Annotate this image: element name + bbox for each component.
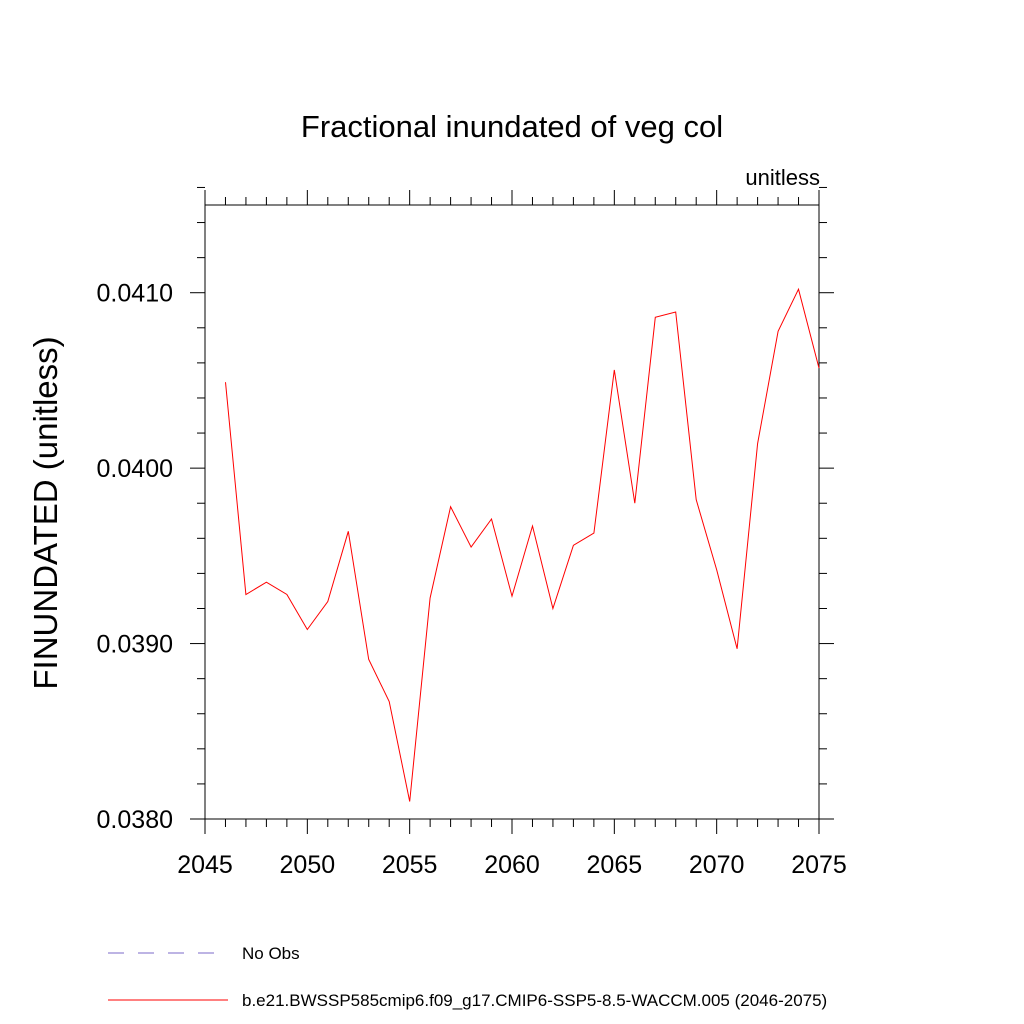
y-tick-label: 0.0390 [97, 631, 173, 659]
series-line [225, 287, 820, 802]
legend: No Obs b.e21.BWSSP585cmip6.f09_g17.CMIP6… [108, 944, 827, 1010]
x-tick-label: 2055 [382, 851, 438, 879]
legend-label-model: b.e21.BWSSP585cmip6.f09_g17.CMIP6-SSP5-8… [242, 991, 827, 1010]
plot-frame [204, 204, 820, 820]
x-tick-label: 2045 [177, 851, 233, 879]
x-tick-label: 2075 [791, 851, 847, 879]
y-tick-label: 0.0380 [97, 806, 173, 834]
chart-title: Fractional inundated of veg col [301, 109, 723, 144]
y-tick-label: 0.0410 [97, 280, 173, 308]
x-tick-label: 2060 [484, 851, 540, 879]
x-tick-label: 2070 [689, 851, 745, 879]
y-tick-label: 0.0400 [97, 455, 173, 483]
legend-label-no-obs: No Obs [242, 944, 300, 963]
x-tick-label: 2050 [280, 851, 336, 879]
axes: 2045 2050 2055 2060 2065 2070 2075 0.0380 0.0390… [97, 186, 847, 879]
x-tick-label: 2065 [587, 851, 643, 879]
series-layer [225, 287, 820, 802]
units-label: unitless [745, 165, 820, 190]
y-axis-label: FINUNDATED (unitless) [27, 336, 64, 689]
